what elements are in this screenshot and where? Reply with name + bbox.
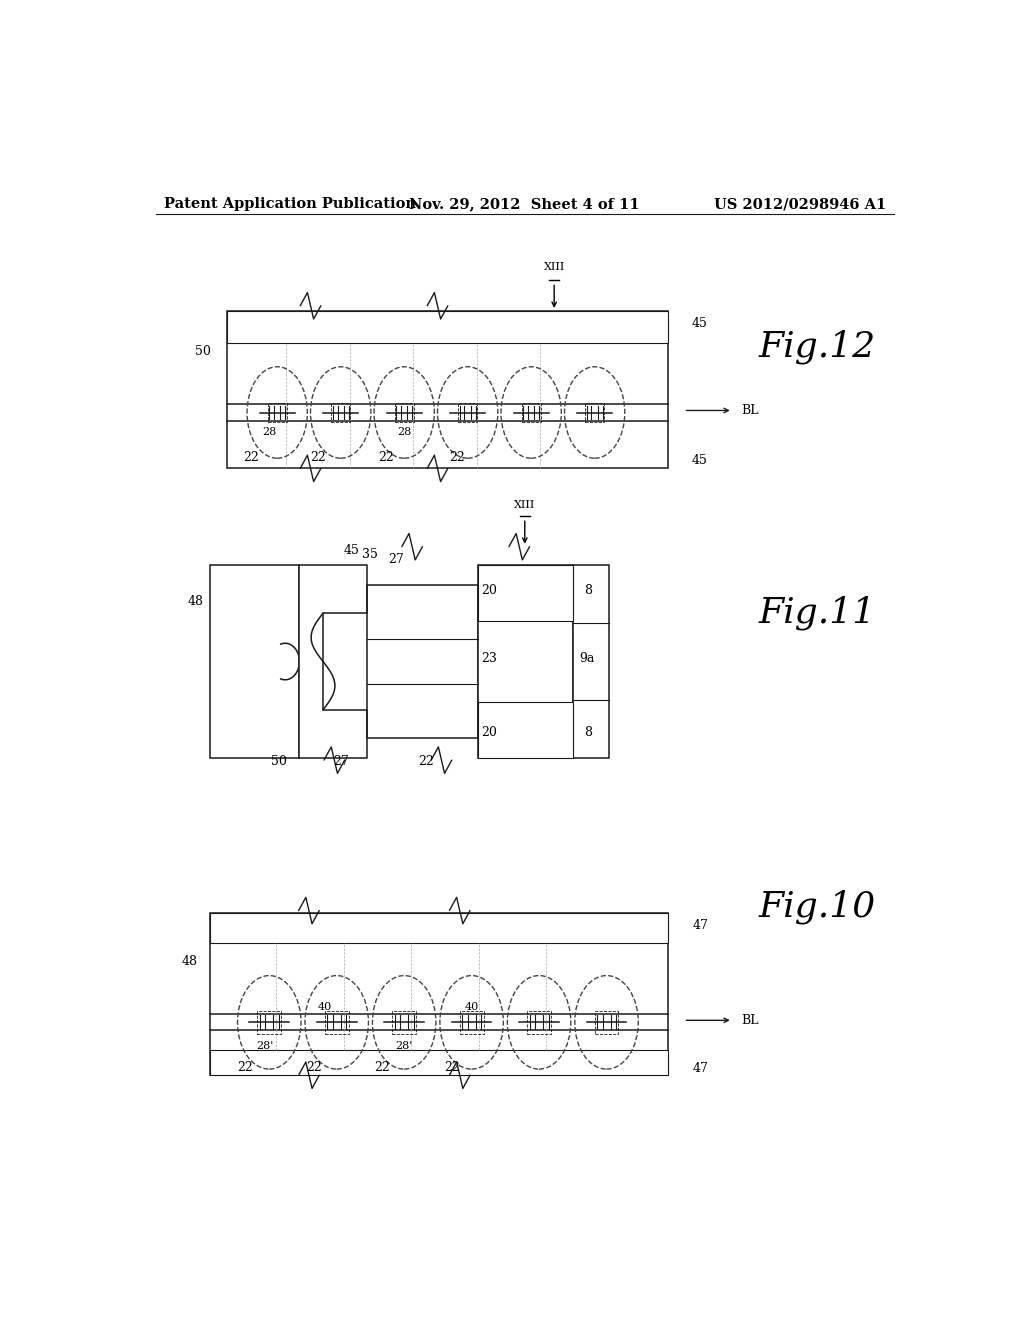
Bar [210, 565, 299, 758]
Bar [460, 1011, 483, 1034]
Text: 28': 28' [395, 1040, 413, 1051]
Bar [331, 404, 350, 421]
Text: 45: 45 [691, 454, 708, 467]
Bar [521, 404, 541, 421]
Text: 47: 47 [693, 1061, 709, 1074]
Text: 40: 40 [465, 1002, 479, 1012]
Text: Fig.10: Fig.10 [759, 890, 877, 924]
Text: 50: 50 [270, 755, 287, 768]
Text: 28': 28' [257, 1040, 274, 1051]
Text: XIII: XIII [544, 263, 565, 272]
Text: 22: 22 [444, 1060, 460, 1073]
Polygon shape [299, 565, 367, 758]
Bar [573, 565, 609, 758]
Text: 27: 27 [333, 755, 348, 768]
Text: 20: 20 [481, 726, 497, 739]
Bar [458, 404, 477, 421]
Bar [367, 585, 478, 738]
Text: 23: 23 [481, 652, 497, 665]
Text: 8: 8 [585, 726, 592, 739]
Text: 50: 50 [196, 345, 211, 358]
Text: BL: BL [741, 1014, 759, 1027]
Bar [267, 404, 287, 421]
Text: 22: 22 [418, 755, 433, 768]
Text: Fig.11: Fig.11 [759, 595, 877, 630]
Text: 48: 48 [182, 954, 198, 968]
Text: 47: 47 [693, 919, 709, 932]
Text: 45: 45 [344, 544, 359, 557]
Text: 22: 22 [378, 450, 394, 463]
Bar [585, 404, 604, 421]
Bar [478, 565, 573, 620]
Text: 45: 45 [691, 317, 708, 330]
Text: 40: 40 [317, 1002, 332, 1012]
Text: US 2012/0298946 A1: US 2012/0298946 A1 [714, 197, 886, 211]
Text: 27: 27 [388, 553, 404, 566]
Bar [257, 1011, 282, 1034]
Text: 48: 48 [187, 595, 204, 609]
Bar [478, 702, 573, 758]
Bar [478, 565, 573, 758]
Text: 22: 22 [306, 1060, 323, 1073]
Text: Fig.12: Fig.12 [759, 329, 877, 364]
Text: XIII: XIII [514, 500, 536, 510]
Text: 35: 35 [362, 548, 378, 561]
Text: 9a: 9a [579, 652, 594, 665]
Bar [227, 312, 668, 343]
Bar [210, 1049, 669, 1076]
Text: 22: 22 [374, 1060, 390, 1073]
Text: 20: 20 [481, 583, 497, 597]
Text: 8: 8 [585, 583, 592, 597]
Text: 22: 22 [238, 1060, 253, 1073]
Text: 28: 28 [262, 426, 276, 437]
Bar [394, 404, 414, 421]
Bar [392, 1011, 416, 1034]
Text: Nov. 29, 2012  Sheet 4 of 11: Nov. 29, 2012 Sheet 4 of 11 [410, 197, 640, 211]
Text: 22: 22 [450, 450, 465, 463]
Bar [325, 1011, 348, 1034]
Bar [595, 1011, 618, 1034]
Text: BL: BL [741, 404, 759, 417]
Text: 22: 22 [243, 450, 259, 463]
Text: 22: 22 [310, 450, 327, 463]
Bar [227, 312, 668, 469]
Text: Patent Application Publication: Patent Application Publication [164, 197, 416, 211]
Bar [210, 912, 669, 942]
Text: 28: 28 [397, 426, 412, 437]
Bar [210, 912, 669, 1076]
Bar [527, 1011, 551, 1034]
